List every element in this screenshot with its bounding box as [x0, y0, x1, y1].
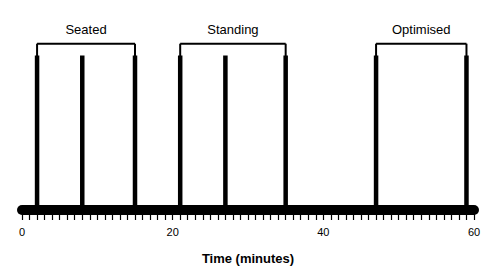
svg-text:Time (minutes): Time (minutes)	[202, 251, 294, 266]
svg-text:60: 60	[468, 226, 480, 238]
svg-text:Seated: Seated	[65, 22, 106, 37]
svg-text:0: 0	[19, 226, 25, 238]
svg-text:40: 40	[317, 226, 329, 238]
svg-text:20: 20	[167, 226, 179, 238]
svg-text:Optimised: Optimised	[392, 22, 451, 37]
svg-text:Standing: Standing	[207, 22, 258, 37]
